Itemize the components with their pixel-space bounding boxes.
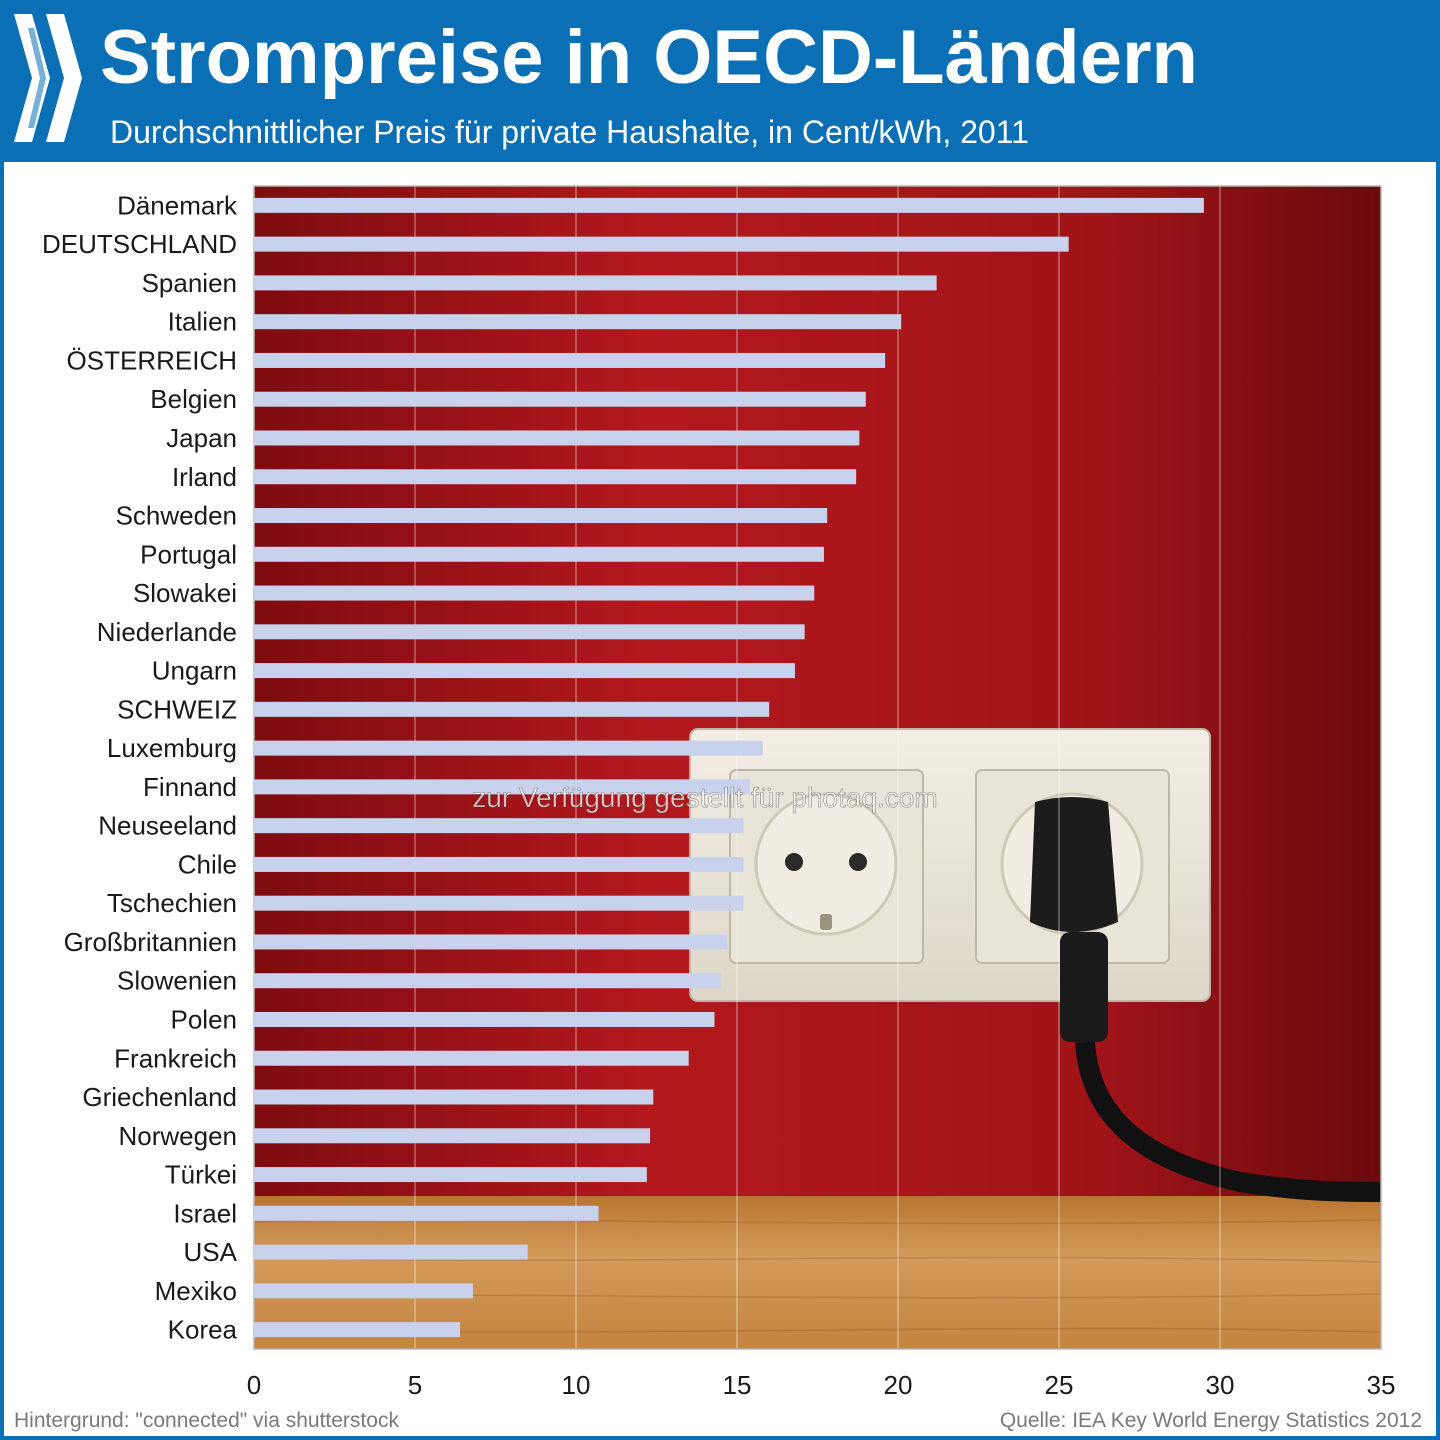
- watermark: zur Verfügung gestellt für photaq.com: [472, 782, 937, 813]
- category-label: Ungarn: [152, 656, 237, 686]
- footer-credit: Hintergrund: "connected" via shutterstoc…: [14, 1409, 399, 1432]
- category-label: Finnand: [143, 772, 237, 802]
- bar-8: [254, 508, 828, 524]
- bars-group: [254, 197, 1204, 1338]
- category-label: Großbritannien: [64, 927, 237, 957]
- header-banner: Strompreise in OECD-Ländern Durchschnitt…: [0, 0, 1440, 162]
- category-label: Luxemburg: [107, 733, 237, 763]
- vertical-gridlines: [414, 186, 1221, 1349]
- bar-21: [254, 1011, 715, 1027]
- category-label: Polen: [171, 1004, 238, 1034]
- bar-17: [254, 856, 744, 872]
- category-label: USA: [184, 1237, 238, 1267]
- bar-13: [254, 701, 770, 717]
- bar-27: [254, 1244, 528, 1260]
- category-label: Slowenien: [117, 966, 237, 996]
- bar-19: [254, 934, 728, 950]
- x-tick-label: 10: [562, 1370, 591, 1400]
- bar-11: [254, 624, 805, 640]
- category-label: Portugal: [140, 539, 237, 569]
- category-label: Dänemark: [117, 190, 238, 220]
- bar-15: [254, 779, 750, 795]
- red-wall: [254, 186, 1381, 1196]
- plot-frame: [253, 185, 1382, 1350]
- page-subtitle: Durchschnittlicher Preis für private Hau…: [110, 114, 1029, 150]
- bar-14: [254, 740, 763, 756]
- bar-2: [254, 275, 937, 291]
- bar-25: [254, 1167, 647, 1183]
- bar-chart: Dänemark DEUTSCHLAND Spanien Italien ÖSTERRE…: [14, 185, 1422, 1432]
- bar-0: [254, 197, 1204, 213]
- category-label: Italien: [168, 307, 237, 337]
- category-label: Mexiko: [155, 1276, 237, 1306]
- category-label: DEUTSCHLAND: [42, 229, 237, 259]
- bar-24: [254, 1128, 651, 1144]
- bar-23: [254, 1089, 654, 1105]
- category-label: Norwegen: [118, 1121, 237, 1151]
- category-label: Neuseeland: [98, 811, 237, 841]
- oecd-chevrons-icon: [14, 14, 82, 142]
- x-tick-label: 25: [1045, 1370, 1074, 1400]
- category-label: Belgien: [150, 384, 237, 414]
- category-label: Spanien: [142, 268, 237, 298]
- category-label: Niederlande: [97, 617, 237, 647]
- category-label: Japan: [166, 423, 237, 453]
- category-label: Griechenland: [82, 1082, 237, 1112]
- bar-26: [254, 1205, 599, 1221]
- x-tick-label: 20: [884, 1370, 913, 1400]
- bar-28: [254, 1283, 473, 1299]
- category-label: Israel: [173, 1198, 237, 1228]
- category-label: ÖSTERREICH: [67, 345, 237, 375]
- bar-7: [254, 469, 857, 485]
- category-label: Slowakei: [133, 578, 237, 608]
- category-label: SCHWEIZ: [117, 694, 237, 724]
- footer-source: Quelle: IEA Key World Energy Statistics …: [1000, 1409, 1422, 1432]
- category-label: Frankreich: [114, 1043, 237, 1073]
- bar-20: [254, 973, 721, 989]
- bar-3: [254, 314, 902, 330]
- bar-18: [254, 895, 744, 911]
- bar-10: [254, 585, 815, 601]
- bar-9: [254, 546, 824, 562]
- bar-16: [254, 818, 744, 834]
- category-label: Korea: [168, 1315, 238, 1345]
- category-label: Tschechien: [107, 888, 237, 918]
- bar-4: [254, 352, 886, 368]
- bar-29: [254, 1322, 461, 1338]
- bar-5: [254, 391, 866, 407]
- bar-22: [254, 1050, 689, 1066]
- x-tick-label: 30: [1206, 1370, 1235, 1400]
- page-title: Strompreise in OECD-Ländern: [100, 15, 1198, 100]
- category-labels: Dänemark DEUTSCHLAND Spanien Italien ÖSTERRE…: [42, 190, 238, 1344]
- x-tick-label: 0: [247, 1370, 261, 1400]
- frame-border-left: [0, 162, 4, 1440]
- bar-12: [254, 663, 795, 679]
- category-label: Chile: [178, 849, 237, 879]
- x-tick-label: 15: [723, 1370, 752, 1400]
- category-label: Türkei: [165, 1160, 237, 1190]
- bar-6: [254, 430, 860, 446]
- x-axis-tick-labels: 0 5 10 15 20 25 30 35: [247, 1370, 1396, 1400]
- category-label: Schweden: [116, 501, 237, 531]
- x-tick-label: 5: [408, 1370, 422, 1400]
- frame-border-bottom: [0, 1436, 1440, 1440]
- x-tick-label: 35: [1367, 1370, 1396, 1400]
- category-label: Irland: [172, 462, 237, 492]
- frame-border-right: [1436, 162, 1440, 1440]
- bar-1: [254, 236, 1069, 252]
